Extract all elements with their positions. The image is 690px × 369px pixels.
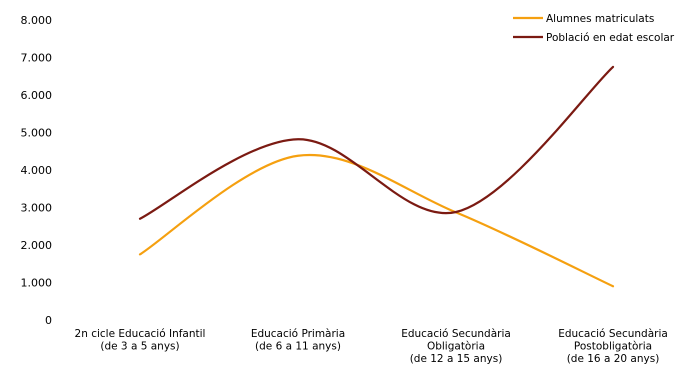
y-tick-label: 7.000 [21, 52, 53, 65]
series-layer [138, 65, 615, 288]
legend: Alumnes matriculats Població en edat esco… [513, 13, 675, 44]
x-category-label: Postobligatòria [574, 341, 652, 353]
x-category-label: Educació Secundària [401, 328, 511, 340]
legend-label: Població en edat escolar [546, 32, 675, 44]
y-tick-label: 4.000 [21, 164, 53, 177]
x-axis: 2n cicle Educació Infantil(de 3 a 5 anys… [75, 328, 668, 365]
series-line-alumnes-matriculats [138, 153, 615, 288]
x-category-label: 2n cicle Educació Infantil [75, 328, 206, 340]
x-category-label: (de 12 a 15 anys) [410, 353, 503, 365]
x-category-label: Educació Secundària [558, 328, 668, 340]
y-tick-label: 5.000 [21, 127, 53, 140]
y-axis: 0 1.000 2.000 3.000 4.000 5.000 6.000 7.000 8.00… [21, 14, 53, 327]
y-tick-label: 0 [45, 314, 52, 327]
y-tick-label: 6.000 [21, 89, 53, 102]
series-line-poblacio-en-edat-escolar [138, 65, 615, 220]
y-tick-label: 2.000 [21, 239, 53, 252]
y-tick-label: 8.000 [21, 14, 53, 27]
x-category-label: (de 6 a 11 anys) [255, 341, 341, 353]
legend-label: Alumnes matriculats [546, 13, 654, 25]
y-tick-label: 1.000 [21, 277, 53, 290]
y-tick-label: 3.000 [21, 202, 53, 215]
x-category-label: Educació Primària [251, 328, 345, 340]
x-category-label: (de 3 a 5 anys) [100, 341, 179, 353]
x-category-label: (de 16 a 20 anys) [567, 353, 660, 365]
x-category-label: Obligatòria [427, 341, 485, 353]
